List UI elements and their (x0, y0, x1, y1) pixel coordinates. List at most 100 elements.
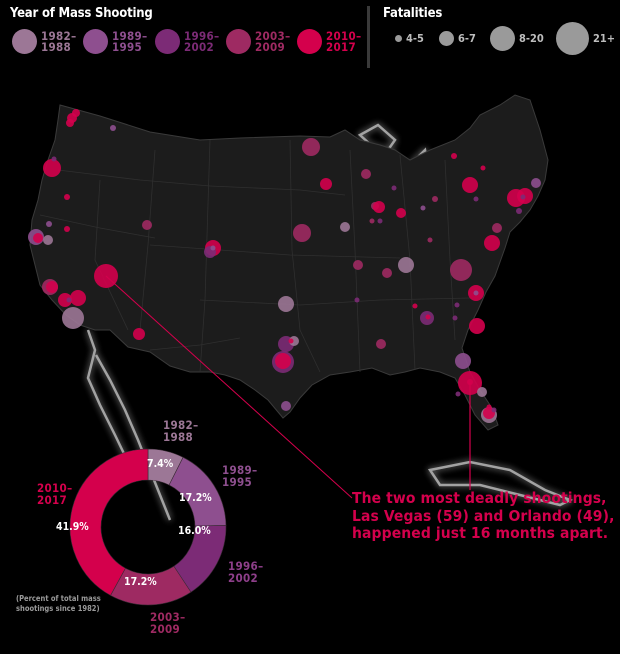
shooting-bubble[interactable] (46, 281, 58, 293)
shooting-bubble[interactable] (455, 353, 471, 369)
shooting-bubble[interactable] (377, 218, 383, 224)
shooting-bubble[interactable] (320, 178, 332, 190)
shooting-bubble[interactable] (64, 194, 70, 200)
shooting-bubble[interactable] (452, 315, 458, 321)
shooting-bubble[interactable] (469, 318, 485, 334)
size-circle-icon (439, 30, 454, 46)
las-vegas-callout-line (105, 275, 353, 499)
shooting-bubble[interactable] (58, 293, 72, 307)
shooting-bubble[interactable] (210, 245, 216, 251)
legend-year-title: Year of Mass Shooting (10, 6, 153, 21)
donut-chart (69, 448, 227, 606)
shooting-bubble[interactable] (454, 302, 460, 308)
shooting-bubble[interactable] (33, 233, 43, 243)
shooting-bubble[interactable] (382, 268, 392, 278)
shooting-bubble[interactable] (43, 159, 61, 177)
shooting-bubble[interactable] (340, 222, 350, 232)
legend-year-label: 1982– 1988 (41, 28, 77, 54)
legend-year-item: 1989– 1995 (83, 29, 147, 54)
shooting-bubble[interactable] (133, 328, 145, 340)
color-swatch-icon (155, 29, 180, 54)
donut-percent-label: 17.2% (179, 492, 212, 504)
shooting-bubble[interactable] (477, 387, 487, 397)
legend-divider (367, 6, 370, 68)
legend-fatality-item: 6-7 (439, 30, 476, 46)
shooting-bubble[interactable] (66, 119, 74, 127)
deadliest-callout: The two most deadly shootings, Las Vegas… (352, 489, 615, 543)
shooting-bubble[interactable] (70, 290, 86, 306)
shooting-bubble[interactable] (293, 224, 311, 242)
shooting-bubble[interactable] (486, 404, 492, 410)
shooting-bubble[interactable] (520, 194, 526, 200)
shooting-bubble[interactable] (376, 339, 386, 349)
legend-year-item: 2003– 2009 (226, 29, 290, 54)
shooting-bubble[interactable] (64, 226, 70, 232)
legend-year-item: 1996– 2002 (155, 29, 219, 54)
shooting-bubble[interactable] (467, 379, 473, 385)
donut-period-label: 1989– 1995 (222, 463, 258, 489)
shooting-bubble[interactable] (302, 138, 320, 156)
shooting-bubble[interactable] (451, 153, 457, 159)
shooting-bubble[interactable] (396, 208, 406, 218)
color-swatch-icon (297, 29, 322, 54)
shooting-bubble[interactable] (288, 338, 294, 344)
shooting-bubble[interactable] (412, 303, 418, 309)
donut-period-label: 2010– 2017 (37, 481, 73, 507)
shooting-bubble[interactable] (110, 125, 116, 131)
donut-segment (69, 448, 149, 596)
note-line-2: shootings since 1982) (16, 603, 100, 613)
shooting-bubble[interactable] (278, 296, 294, 312)
shooting-bubble[interactable] (432, 196, 438, 202)
shooting-bubble[interactable] (62, 307, 84, 329)
donut-period-label: 1982– 1988 (163, 418, 199, 444)
shooting-bubble[interactable] (51, 156, 57, 162)
legend-year-label: 2010– 2017 (326, 28, 362, 54)
shooting-bubble[interactable] (491, 407, 497, 413)
shooting-bubble[interactable] (473, 196, 479, 202)
size-circle-icon (395, 34, 402, 42)
legend-fatality-label: 6-7 (458, 31, 476, 45)
callout-line-2: Las Vegas (59) and Orlando (49), (352, 506, 615, 525)
legend-fatalities-title: Fatalities (383, 6, 443, 21)
donut-period-label: 2003– 2009 (150, 610, 186, 636)
shooting-bubble[interactable] (354, 297, 360, 303)
shooting-bubble[interactable] (425, 314, 431, 320)
shooting-bubble[interactable] (516, 208, 522, 214)
shooting-bubble[interactable] (275, 353, 291, 369)
shooting-bubble[interactable] (369, 218, 375, 224)
shooting-bubble[interactable] (450, 259, 472, 281)
us-landmass (29, 94, 549, 431)
color-swatch-icon (12, 29, 37, 54)
donut-note: (Percent of total mass shootings since 1… (16, 594, 101, 613)
note-line-1: (Percent of total mass (16, 594, 101, 603)
shooting-bubble[interactable] (142, 220, 152, 230)
donut-percent-label: 7.4% (147, 458, 174, 470)
shooting-bubble[interactable] (398, 257, 414, 273)
shooting-bubble[interactable] (373, 201, 385, 213)
shooting-bubble[interactable] (473, 290, 479, 296)
shooting-bubble[interactable] (492, 223, 502, 233)
legend-fatality-label: 8-20 (519, 31, 544, 45)
shooting-bubble[interactable] (531, 178, 541, 188)
shooting-bubble[interactable] (43, 235, 53, 245)
shooting-bubble[interactable] (427, 237, 433, 243)
shooting-bubble[interactable] (462, 177, 478, 193)
legend-year-item: 2010– 2017 (297, 29, 361, 54)
shooting-bubble[interactable] (66, 297, 72, 303)
shooting-bubble[interactable] (281, 401, 291, 411)
shooting-bubble[interactable] (484, 235, 500, 251)
shooting-bubble[interactable] (46, 221, 52, 227)
shooting-bubble[interactable] (480, 165, 486, 171)
shooting-bubble[interactable] (353, 260, 363, 270)
shooting-bubble[interactable] (361, 169, 371, 179)
size-circle-icon (556, 21, 589, 55)
shooting-bubble[interactable] (420, 205, 426, 211)
shooting-bubble[interactable] (455, 391, 461, 397)
shooting-bubble[interactable] (391, 185, 397, 191)
shooting-bubble[interactable] (289, 336, 299, 346)
shooting-bubble[interactable] (72, 109, 80, 117)
legend-year-label: 2003– 2009 (255, 28, 291, 54)
shooting-bubble[interactable] (94, 264, 118, 288)
legend-fatality-label: 21+ (593, 31, 616, 45)
